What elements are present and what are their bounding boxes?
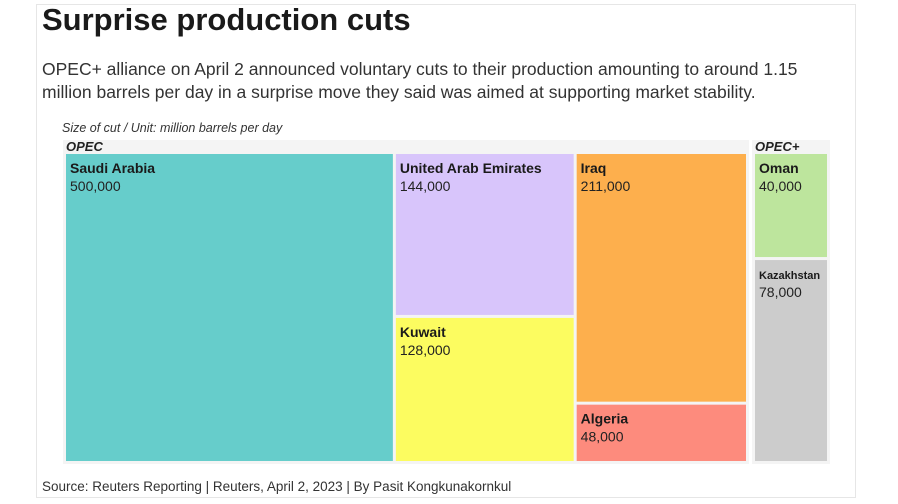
tile-label-saudi-arabia: Saudi Arabia [70, 160, 155, 176]
tile-saudi-arabia [66, 154, 393, 461]
tile-label-united-arab-emirates: United Arab Emirates [400, 160, 542, 176]
source-note: Source: Reuters Reporting | Reuters, Apr… [42, 479, 512, 494]
page-title: Surprise production cuts [42, 2, 411, 37]
tile-value-algeria: 48,000 [581, 429, 624, 445]
chart-frame [36, 4, 856, 498]
tile-label-algeria: Algeria [581, 411, 629, 427]
tile-value-kuwait: 128,000 [400, 342, 451, 358]
group-label-opec-plus: OPEC+ [755, 139, 800, 154]
tile-iraq [576, 154, 746, 402]
tile-united-arab-emirates [395, 154, 574, 315]
chart-unit-label: Size of cut / Unit: million barrels per … [62, 121, 283, 135]
tile-value-saudi-arabia: 500,000 [70, 178, 121, 194]
tile-kuwait [395, 317, 574, 461]
tile-algeria [576, 404, 746, 461]
tile-value-iraq: 211,000 [581, 178, 631, 194]
tile-kazakhstan [755, 260, 827, 461]
tile-label-kazakhstan: Kazakhstan [759, 270, 820, 282]
tile-label-iraq: Iraq [581, 160, 607, 176]
tile-value-kazakhstan: 78,000 [759, 284, 802, 300]
tile-value-united-arab-emirates: 144,000 [400, 178, 451, 194]
page-subtitle: OPEC+ alliance on April 2 announced volu… [42, 59, 798, 102]
tile-label-oman: Oman [759, 160, 799, 176]
tile-oman [755, 154, 827, 258]
tile-label-kuwait: Kuwait [400, 324, 446, 340]
group-label-opec: OPEC [66, 139, 103, 154]
tile-value-oman: 40,000 [759, 178, 802, 194]
